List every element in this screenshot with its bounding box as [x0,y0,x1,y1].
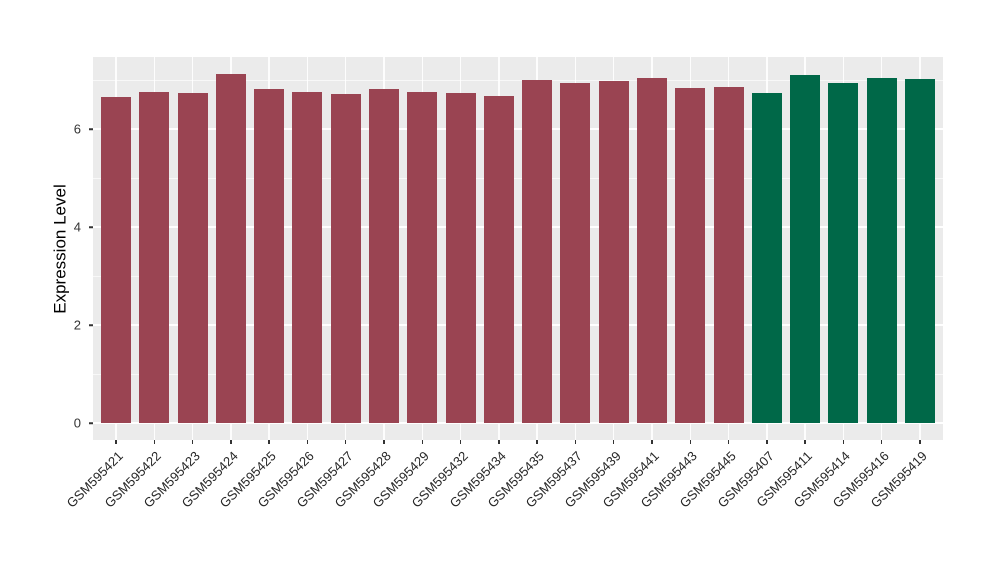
bar [598,80,629,423]
x-tick-mark [191,440,194,444]
x-tick-mark [574,440,577,444]
x-tick-mark [153,440,155,444]
bar [445,93,476,423]
x-tick-mark [612,440,615,444]
x-tick-mark [344,440,347,444]
bar [254,88,285,423]
bar [483,96,514,423]
x-tick-mark [804,440,806,444]
x-tick-mark [383,440,385,444]
x-tick-mark [689,440,692,444]
x-tick-mark [421,440,424,444]
y-tick-label: 4 [73,219,81,235]
y-tick-mark [89,324,93,326]
x-axis: GSM595421 GSM595422 GSM595423 GSM595424 GSM5… [64,440,943,580]
bar [139,91,170,423]
y-axis: 0 2 4 6 [0,57,93,440]
bar [637,78,667,423]
plot-panel [93,57,943,440]
x-tick-mark [498,440,500,444]
gridline-major-horizontal [93,324,943,326]
x-tick-mark [306,440,309,444]
x-tick-mark [536,440,538,444]
gridline-minor-horizontal [93,374,943,375]
y-tick-label: 6 [73,121,81,137]
x-tick-mark [727,440,730,444]
x-tick-mark [230,440,232,444]
bar [790,75,821,423]
bar [905,79,936,423]
x-tick-mark [268,440,270,444]
gridline-major-horizontal [93,226,943,228]
gridline-minor-horizontal [93,178,943,179]
bar [177,93,208,423]
bar [828,82,859,423]
bar [100,97,131,423]
x-tick-mark [115,440,117,444]
gridline-major-horizontal [93,128,943,130]
y-tick-label: 2 [73,317,81,333]
bar [215,74,246,423]
x-tick-mark [766,440,768,444]
x-tick-mark [880,440,883,444]
gridline-minor-horizontal [93,276,943,277]
bar [866,78,897,423]
bar [292,91,323,423]
y-tick-mark [89,226,93,228]
y-tick-mark [89,422,93,424]
x-tick-mark [459,440,462,444]
y-tick-label: 0 [73,415,81,431]
y-tick-mark [89,128,93,130]
bar [751,93,782,423]
bar [675,87,706,423]
bar [522,80,553,423]
gridline-major-horizontal [93,422,943,424]
bar [368,88,399,423]
x-tick-mark [842,440,845,444]
gridline-minor-horizontal [93,80,943,81]
x-tick-mark [919,440,921,444]
bar [713,86,744,423]
bar [407,91,438,423]
bar [560,82,591,423]
x-tick-mark [651,440,653,444]
bar [330,94,361,423]
